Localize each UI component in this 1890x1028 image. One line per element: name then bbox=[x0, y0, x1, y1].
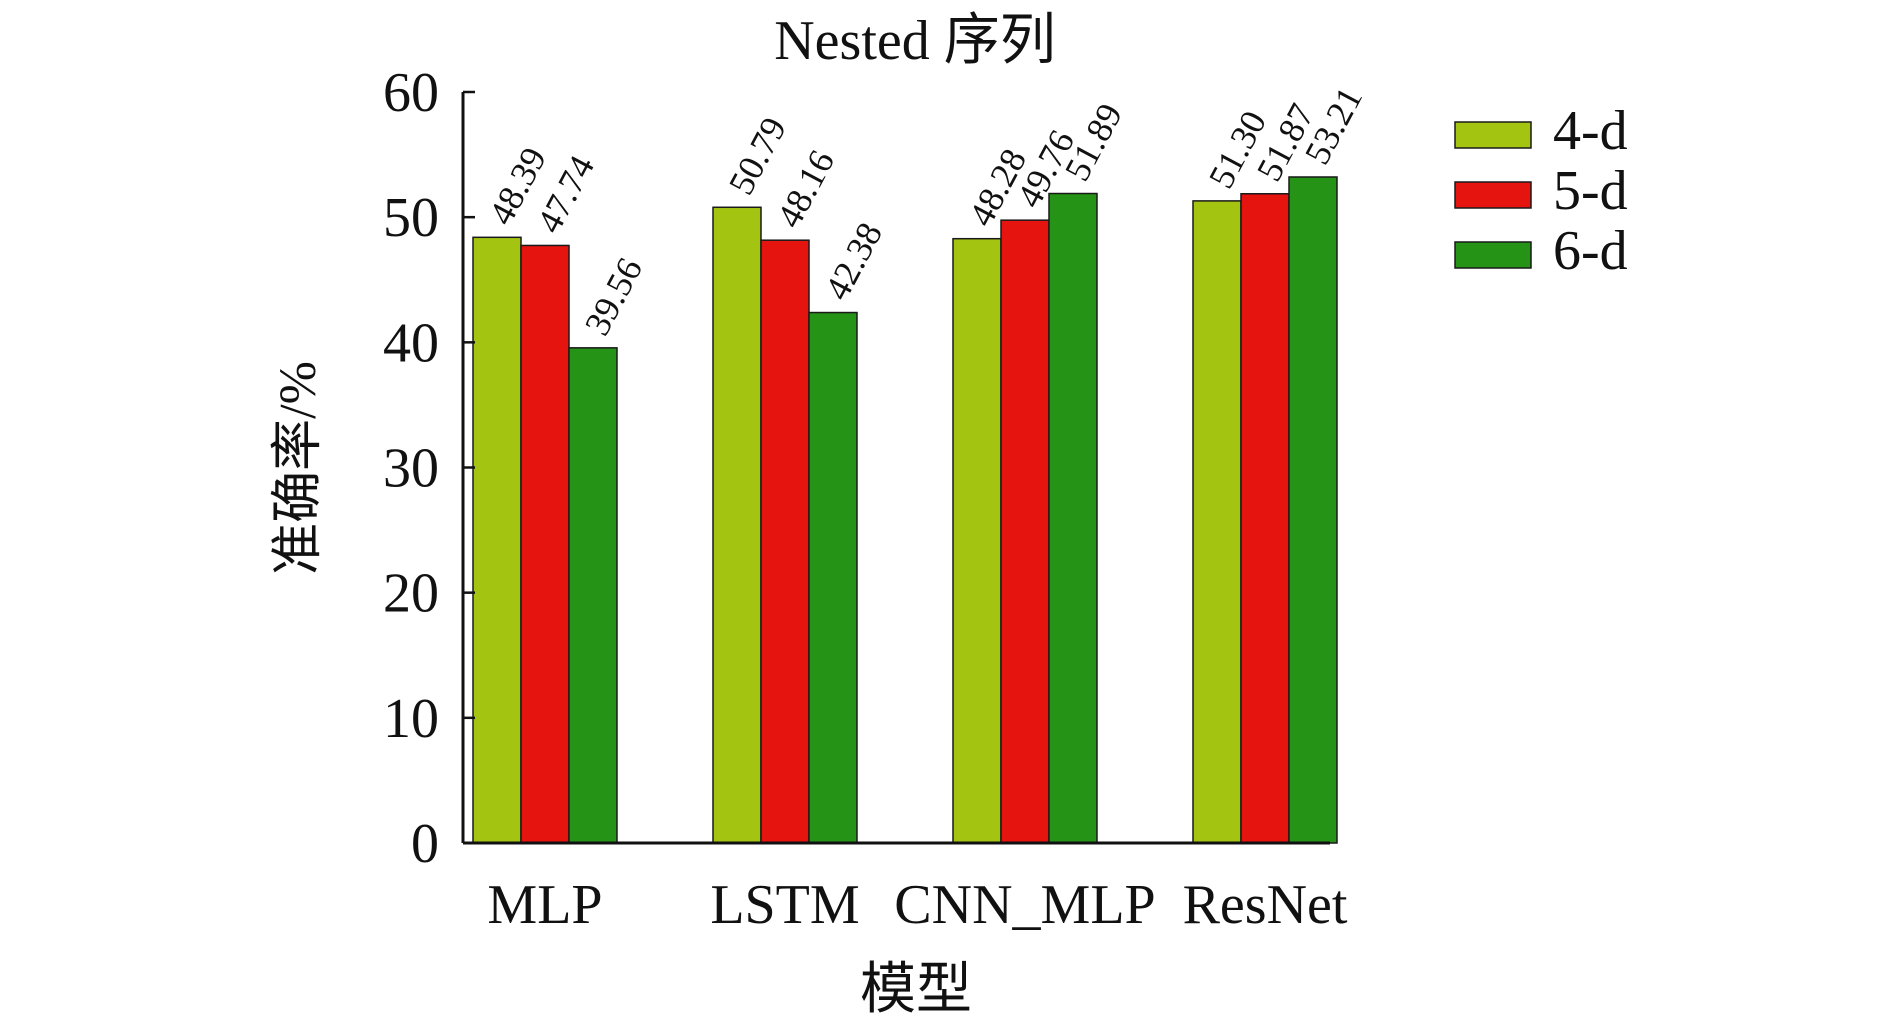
y-tick-label: 40 bbox=[383, 312, 439, 374]
legend-label: 6-d bbox=[1553, 220, 1628, 282]
bar-5-d-LSTM bbox=[760, 239, 810, 844]
bar-value-label: 39.56 bbox=[577, 251, 650, 341]
bar-5-d-MLP bbox=[520, 244, 570, 844]
legend-label: 5-d bbox=[1553, 160, 1628, 222]
y-tick-label: 10 bbox=[383, 688, 439, 750]
bar-4-d-MLP bbox=[472, 236, 522, 844]
bar-5-d-ResNet bbox=[1240, 193, 1290, 844]
bar-value-label: 48.16 bbox=[769, 144, 842, 234]
y-tick-label: 30 bbox=[383, 438, 439, 500]
bar-6-d-ResNet bbox=[1288, 176, 1338, 844]
y-axis-label: 准确率/% bbox=[270, 361, 327, 575]
bar-6-d-LSTM bbox=[808, 311, 858, 844]
legend-swatch-6-d bbox=[1454, 241, 1532, 269]
x-tick-label: MLP bbox=[487, 874, 602, 936]
legend-label: 4-d bbox=[1553, 100, 1628, 162]
y-tick-label: 0 bbox=[411, 813, 439, 875]
y-tick-label: 50 bbox=[383, 187, 439, 249]
legend: 4-d5-d6-d bbox=[1454, 100, 1628, 282]
legend-swatch-4-d bbox=[1454, 121, 1532, 149]
x-tick-label: CNN_MLP bbox=[894, 874, 1155, 936]
bar-4-d-LSTM bbox=[712, 206, 762, 844]
bar-value-label: 42.38 bbox=[817, 216, 890, 306]
x-axis-label: 模型 bbox=[860, 959, 972, 1021]
legend-swatch-5-d bbox=[1454, 181, 1532, 209]
x-tick-label: ResNet bbox=[1183, 874, 1348, 936]
bar-6-d-MLP bbox=[568, 347, 618, 844]
x-tick-label: LSTM bbox=[710, 874, 859, 936]
bar-4-d-CNN_MLP bbox=[952, 237, 1002, 844]
bar-6-d-CNN_MLP bbox=[1048, 192, 1098, 844]
bar-5-d-CNN_MLP bbox=[1000, 219, 1050, 844]
y-tick-label: 60 bbox=[383, 62, 439, 124]
chart-title: Nested 序列 bbox=[774, 10, 1056, 72]
y-tick-label: 20 bbox=[383, 563, 439, 625]
bar-4-d-ResNet bbox=[1192, 200, 1242, 844]
